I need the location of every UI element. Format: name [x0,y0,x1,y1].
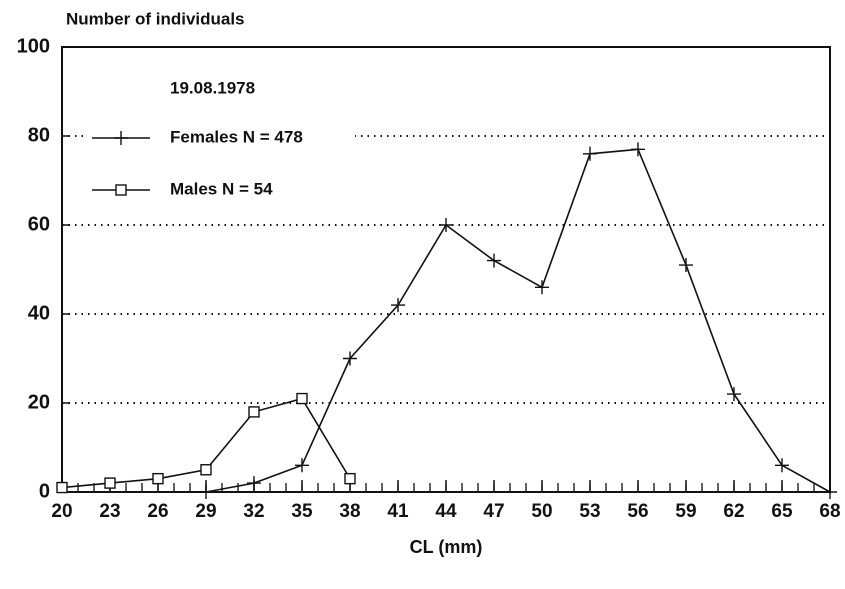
point [631,142,645,157]
point [152,472,164,485]
plot-frame [61,46,831,493]
x-tick-label: 50 [531,501,552,522]
point [679,258,693,273]
point [487,253,501,268]
legend-marker [114,131,128,145]
legend-label: Females N = 478 [170,127,303,146]
x-tick-label: 56 [627,501,648,522]
point [344,472,356,485]
point [535,280,549,295]
annotation: 19.08.1978 [170,78,255,97]
point [343,351,357,366]
y-axis-label: Number of individuals [66,9,245,28]
point [391,298,405,313]
x-tick-label: 35 [291,501,313,522]
x-tick-label: 62 [723,501,744,522]
point [296,392,308,405]
point [104,477,116,489]
point [727,387,741,402]
legend-label: Males N = 54 [170,179,273,198]
x-tick-label: 38 [339,501,360,522]
series-line [205,148,831,493]
y-tick-label: 100 [17,35,50,57]
point [583,146,597,161]
x-tick-label: 29 [195,501,216,522]
x-tick-label: 68 [819,501,840,522]
point [248,406,260,418]
y-tick-label: 60 [28,213,50,235]
y-tick-label: 0 [39,480,50,502]
x-axis-label: CL (mm) [410,537,483,557]
x-tick-label: 20 [51,501,72,522]
y-tick-label: 40 [28,302,50,324]
point [775,458,789,473]
point [295,458,309,473]
point [56,481,68,494]
x-tick-label: 44 [435,501,457,522]
x-tick-label: 32 [243,501,264,522]
y-tick-label: 20 [28,391,50,413]
x-tick-label: 26 [147,501,168,522]
x-tick-label: 23 [99,501,120,522]
point [823,485,837,499]
point [247,476,261,491]
legend-marker [115,184,127,196]
x-tick-label: 59 [675,501,696,522]
x-tick-label: 65 [771,501,793,522]
x-tick-label: 53 [579,501,600,522]
x-tick-label: 41 [387,501,409,522]
y-tick-label: 80 [28,124,50,146]
point [439,218,453,232]
point [199,485,213,499]
x-tick-label: 47 [483,501,504,522]
point [200,464,212,476]
